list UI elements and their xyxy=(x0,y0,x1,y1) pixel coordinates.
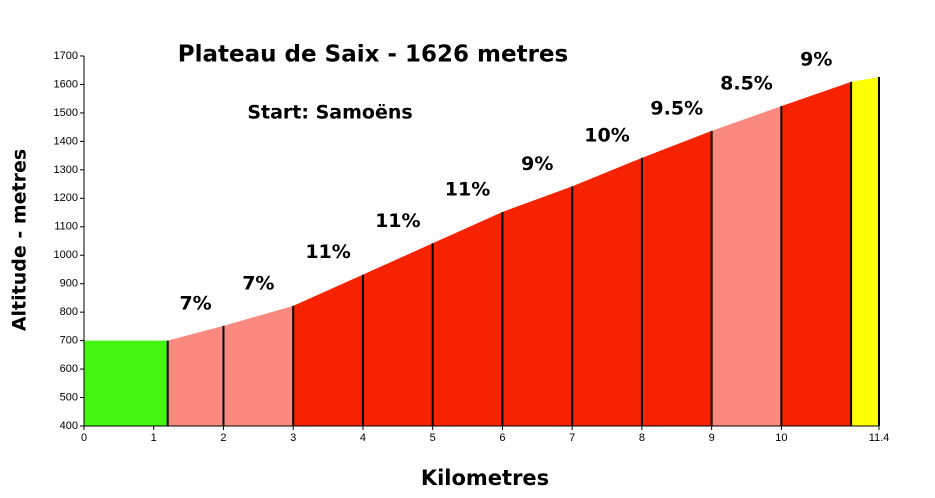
x-tick-label: 7 xyxy=(569,432,575,444)
chart-subtitle: Start: Samoëns xyxy=(247,102,412,124)
gradient-label: 9.5% xyxy=(650,97,703,119)
y-tick-label: 700 xyxy=(60,335,78,347)
x-tick-label: 10 xyxy=(775,432,787,444)
y-tick-label: 900 xyxy=(60,278,78,290)
chart-title: Plateau de Saix - 1626 metres xyxy=(178,42,568,68)
x-tick-label: 1 xyxy=(151,432,157,444)
profile-segment xyxy=(502,186,573,426)
x-tick-label: 0 xyxy=(81,432,87,444)
y-tick-label: 500 xyxy=(60,391,78,403)
profile-segment xyxy=(167,325,224,426)
profile-segment xyxy=(293,274,363,426)
x-tick-label: 9 xyxy=(709,432,715,444)
y-axis-label: Altitude - metres xyxy=(9,149,31,331)
profile-segment xyxy=(362,243,433,426)
y-tick-label: 1000 xyxy=(54,249,78,261)
y-tick-label: 600 xyxy=(60,363,78,375)
y-tick-label: 400 xyxy=(60,420,78,432)
x-tick-label: 4 xyxy=(360,432,366,444)
x-tick-label: 8 xyxy=(639,432,645,444)
x-tick-label: 6 xyxy=(499,432,505,444)
y-tick-label: 1400 xyxy=(54,135,78,147)
gradient-label: 11% xyxy=(375,210,420,232)
gradient-label: 9% xyxy=(800,48,832,70)
profile-segment xyxy=(432,211,503,426)
gradient-label: 7% xyxy=(242,272,274,294)
profile-segment xyxy=(572,157,642,426)
y-tick-label: 1700 xyxy=(54,50,78,62)
x-tick-label: 2 xyxy=(220,432,226,444)
profile-segment xyxy=(851,77,879,427)
y-tick-label: 1500 xyxy=(54,107,78,119)
x-tick-label: 5 xyxy=(430,432,436,444)
y-tick-label: 1100 xyxy=(54,221,78,233)
x-axis-label: Kilometres xyxy=(421,466,549,490)
gradient-label: 9% xyxy=(521,153,553,175)
profile-segment xyxy=(781,81,852,427)
profile-segment xyxy=(711,106,782,426)
profile-segment xyxy=(641,130,712,426)
y-tick-label: 1300 xyxy=(54,164,78,176)
y-tick-label: 1200 xyxy=(54,192,78,204)
gradient-label: 11% xyxy=(305,241,350,263)
gradient-label: 8.5% xyxy=(720,73,773,95)
gradient-label: 7% xyxy=(179,292,211,314)
gradient-label: 11% xyxy=(445,178,490,200)
y-tick-label: 800 xyxy=(60,306,78,318)
x-tick-label: 3 xyxy=(290,432,296,444)
y-tick-label: 1600 xyxy=(54,78,78,90)
x-tick-label: 11.4 xyxy=(869,432,890,444)
profile-segment xyxy=(223,305,294,426)
profile-segment xyxy=(84,340,168,426)
gradient-label: 10% xyxy=(584,124,629,146)
